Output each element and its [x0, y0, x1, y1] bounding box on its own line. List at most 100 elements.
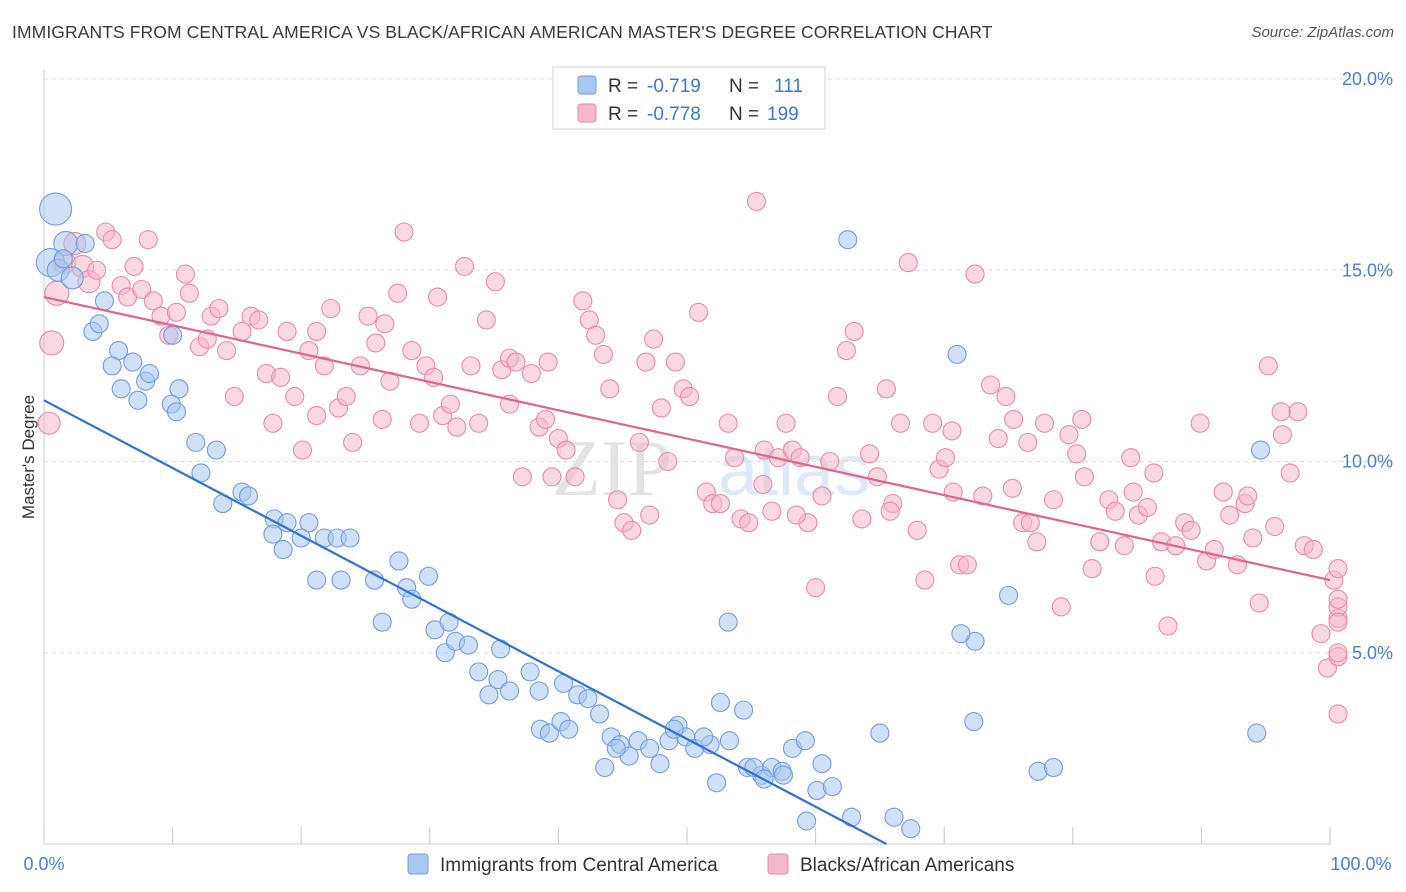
data-point-central-america — [169, 379, 189, 399]
data-point-blacks — [739, 513, 759, 533]
data-point-blacks — [1082, 559, 1102, 579]
data-point-central-america — [710, 692, 730, 713]
data-point-central-america — [458, 635, 478, 655]
data-point-blacks — [37, 411, 61, 435]
data-point-central-america — [39, 192, 73, 226]
data-point-central-america — [163, 325, 183, 345]
data-point-blacks — [538, 352, 558, 372]
data-point-blacks — [314, 356, 334, 376]
data-point-blacks — [409, 413, 430, 433]
data-point-central-america — [273, 539, 293, 560]
legend-label-blacks: Blacks/African Americans — [800, 855, 1014, 876]
data-point-central-america — [94, 291, 114, 311]
stats-blue-r-value: -0.719 — [647, 76, 701, 97]
data-point-central-america — [331, 570, 351, 590]
data-point-blacks — [786, 505, 806, 525]
data-point-blacks — [852, 509, 872, 529]
data-point-blacks — [923, 413, 943, 433]
legend-item-central-america[interactable]: Immigrants from Central America — [407, 853, 718, 876]
data-point-blacks — [1328, 612, 1348, 632]
data-point-blacks — [1002, 478, 1022, 498]
data-point-central-america — [529, 681, 549, 701]
data-point-blacks — [1271, 402, 1291, 422]
data-point-blacks — [321, 298, 341, 319]
data-point-central-america — [469, 662, 489, 682]
data-point-central-america — [901, 819, 921, 839]
data-point-central-america — [53, 249, 73, 269]
data-point-blacks — [447, 417, 467, 437]
data-point-central-america — [797, 811, 817, 831]
data-point-blacks — [942, 421, 962, 441]
y-tick-labels: 5.0% 10.0% 15.0% 20.0% — [1342, 69, 1393, 663]
stats-blue-n-value: 111 — [774, 76, 803, 97]
data-point-blacks — [1074, 467, 1094, 487]
data-point-central-america — [719, 731, 739, 751]
data-point-blacks — [915, 570, 935, 590]
data-point-blacks — [1190, 413, 1210, 433]
data-point-blacks — [680, 386, 700, 407]
stats-pink-n-value: 199 — [767, 104, 799, 125]
data-point-blacks — [1311, 624, 1331, 644]
data-point-blacks — [565, 467, 585, 487]
data-point-central-america — [111, 379, 131, 399]
data-point-blacks — [880, 501, 900, 521]
data-point-blacks — [175, 264, 196, 284]
y-tick-label: 20.0% — [1342, 69, 1393, 89]
data-point-blacks — [1328, 704, 1348, 724]
data-point-central-america — [650, 754, 670, 774]
data-point-blacks — [867, 467, 887, 487]
data-point-central-america — [128, 390, 148, 410]
x-tick-label-min: 0.0% — [23, 854, 64, 874]
data-point-blacks — [1137, 497, 1157, 517]
data-point-central-america — [707, 773, 727, 793]
data-point-blacks — [1072, 409, 1092, 429]
data-point-blacks — [1121, 448, 1141, 468]
data-point-blacks — [746, 191, 766, 211]
data-point-blacks — [485, 272, 505, 292]
data-point-blacks — [658, 451, 678, 472]
data-point-central-america — [166, 402, 187, 422]
data-point-blacks — [1272, 425, 1292, 445]
data-point-blacks — [535, 409, 556, 429]
data-point-blacks — [1328, 643, 1348, 663]
data-point-central-america — [884, 807, 904, 827]
data-point-blacks — [1090, 532, 1110, 552]
data-point-central-america — [734, 700, 754, 720]
data-point-central-america — [139, 363, 160, 384]
data-point-blacks — [1220, 505, 1240, 525]
data-point-blacks — [292, 440, 313, 460]
y-tick-label: 10.0% — [1342, 452, 1393, 472]
data-point-blacks — [762, 501, 782, 521]
stats-swatch-blue — [577, 75, 597, 95]
data-point-blacks — [1265, 516, 1285, 537]
data-point-blacks — [271, 367, 291, 387]
data-point-blacks — [217, 341, 237, 361]
stats-box: R = -0.719 N = 111 R = -0.778 N = 199 — [552, 66, 826, 130]
data-point-blacks — [836, 341, 857, 361]
chart-title: IMMIGRANTS FROM CENTRAL AMERICA VS BLACK… — [12, 22, 993, 42]
data-point-central-america — [307, 570, 327, 590]
data-point-central-america — [340, 528, 360, 548]
data-point-blacks — [689, 302, 709, 322]
data-point-blacks — [39, 330, 65, 356]
data-point-blacks — [907, 520, 927, 540]
data-point-blacks — [957, 555, 977, 575]
data-point-central-america — [60, 266, 84, 290]
legend-item-blacks[interactable]: Blacks/African Americans — [767, 853, 1014, 876]
data-point-blacks — [593, 344, 613, 364]
data-point-blacks — [1051, 597, 1071, 617]
data-point-central-america — [1043, 757, 1064, 778]
data-point-blacks — [1004, 409, 1024, 429]
data-point-blacks — [224, 386, 244, 407]
data-point-blacks — [1280, 463, 1300, 483]
data-point-blacks — [973, 486, 993, 506]
data-point-central-america — [479, 685, 499, 705]
series-central-america-points — [35, 192, 1271, 839]
data-point-central-america — [578, 689, 598, 709]
data-point-central-america — [490, 639, 511, 659]
data-point-blacks — [890, 413, 911, 433]
series-blacks-points — [37, 191, 1348, 724]
data-point-blacks — [586, 325, 606, 345]
x-ticks — [43, 827, 1331, 844]
